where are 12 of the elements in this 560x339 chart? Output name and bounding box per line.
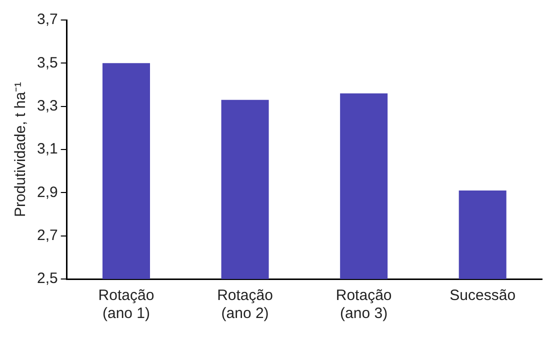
x-tick-label: Rotação (ano 3) bbox=[336, 287, 392, 322]
x-tick-label: Rotação (ano 2) bbox=[217, 287, 273, 322]
y-tick-label: 3,5 bbox=[36, 54, 58, 72]
y-tick-label: 2,7 bbox=[36, 226, 58, 244]
x-tick-label: Sucessão bbox=[450, 287, 516, 304]
y-axis-title: Produtividade, t ha⁻¹ bbox=[12, 82, 30, 218]
y-tick-label: 3,7 bbox=[36, 11, 58, 28]
y-tick-label: 3,3 bbox=[36, 97, 58, 114]
y-tick-label: 3,1 bbox=[36, 140, 58, 158]
y-tick-label: 2,9 bbox=[36, 184, 58, 201]
y-tick-label: 2,5 bbox=[36, 270, 58, 288]
x-tick-label: Rotação (ano 1) bbox=[98, 287, 154, 322]
